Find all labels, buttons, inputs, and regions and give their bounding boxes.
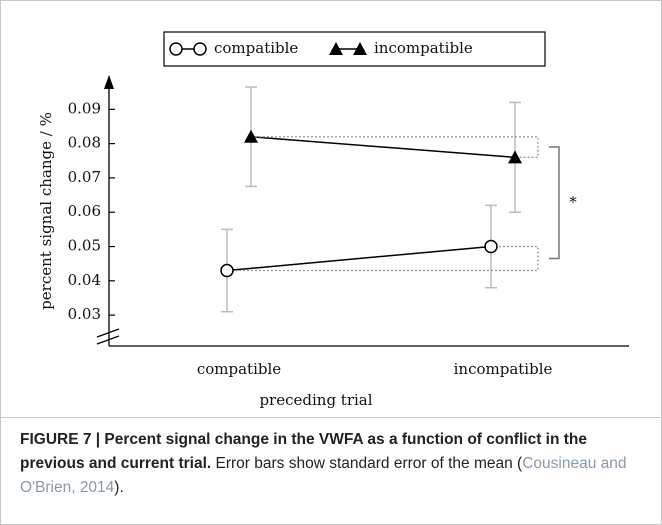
y-tick-label: 0.08 [68, 134, 101, 152]
caption-citation[interactable]: Cousineau and O'Brien, 2014 [20, 455, 627, 496]
y-tick-label: 0.03 [68, 305, 101, 323]
data-point [244, 129, 258, 143]
y-tick-label: 0.09 [68, 99, 101, 117]
legend-marker [193, 42, 207, 56]
caption-end: ). [114, 479, 124, 496]
data-point [220, 263, 234, 278]
y-axis-label: percent signal change / % [37, 112, 55, 310]
legend-marker [329, 42, 343, 55]
legend-marker [169, 42, 183, 56]
chart: preceding trial percent signal change / … [37, 31, 629, 409]
legend-marker [353, 42, 367, 55]
x-tick-label: incompatible [454, 360, 553, 378]
series-line [226, 245, 492, 272]
legend-label: incompatible [374, 39, 473, 57]
y-tick-label: 0.05 [68, 237, 101, 255]
legend-box [163, 31, 546, 67]
data-point [508, 150, 522, 164]
axis-break [96, 328, 120, 338]
axis-break [96, 335, 120, 345]
significance-label: * [569, 193, 577, 211]
y-tick-label: 0.07 [68, 168, 101, 186]
caption: FIGURE 7 | Percent signal change in the … [20, 428, 650, 500]
caption-text: Error bars show standard error of the me… [211, 455, 523, 472]
difference-box [251, 136, 539, 158]
x-tick-label: compatible [197, 360, 281, 378]
y-axis-arrow [104, 75, 114, 89]
data-point [484, 239, 498, 254]
legend-label: compatible [214, 39, 298, 57]
y-tick-label: 0.06 [68, 202, 101, 220]
caption-label: FIGURE 7 | Percent signal change in the … [20, 431, 587, 472]
significance-bracket [549, 146, 560, 260]
divider [0, 417, 660, 418]
x-axis-label: preceding trial [259, 391, 372, 409]
y-tick-label: 0.04 [68, 271, 101, 289]
series-line [250, 135, 516, 159]
